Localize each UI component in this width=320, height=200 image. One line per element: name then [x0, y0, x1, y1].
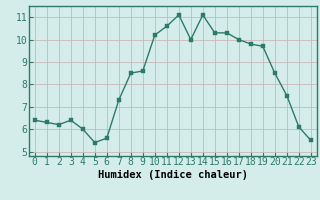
X-axis label: Humidex (Indice chaleur): Humidex (Indice chaleur) [98, 170, 248, 180]
